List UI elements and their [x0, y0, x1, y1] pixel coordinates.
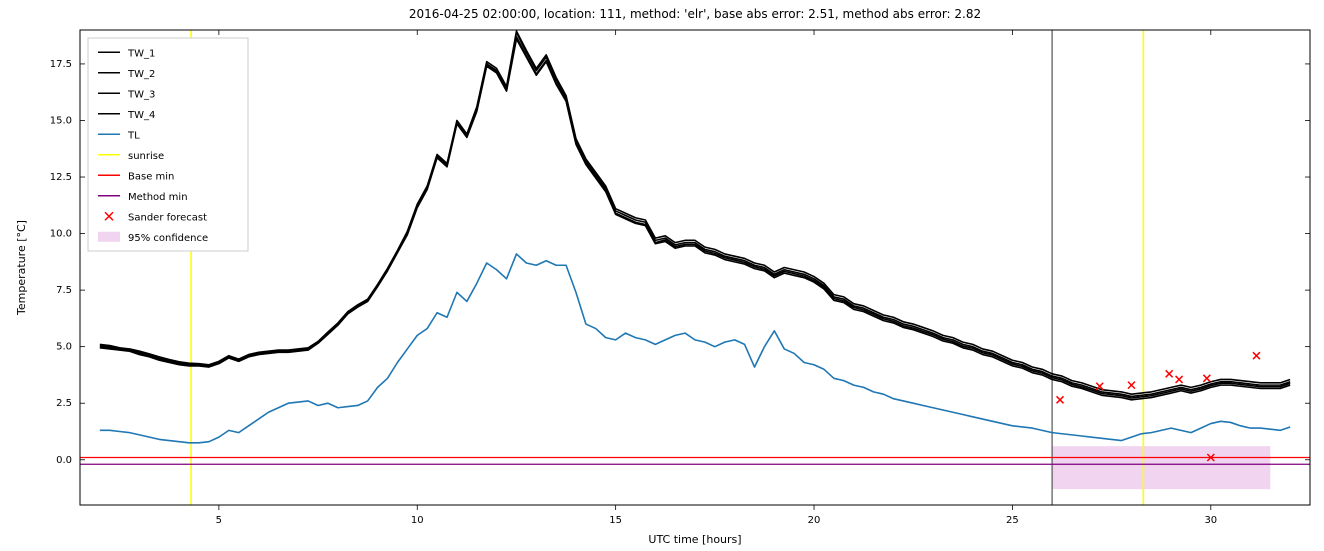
chart-svg: 5 10 15 20 25 30 0.0 2.5 5.0 7.5 10.0 12.5 15.0 17.5 U… — [0, 0, 1324, 547]
legend-label: sunrise — [128, 151, 164, 162]
legend-label: Sander forecast — [128, 212, 207, 223]
y-axis-label: Temperature [°C] — [15, 220, 28, 316]
ytick-label: 0.0 — [56, 455, 72, 466]
legend-label: TW_4 — [127, 110, 155, 121]
legend-label: 95% confidence — [128, 233, 208, 244]
chart-container: 5 10 15 20 25 30 0.0 2.5 5.0 7.5 10.0 12.5 15.0 17.5 U… — [0, 0, 1324, 547]
chart-title: 2016-04-25 02:00:00, location: 111, meth… — [409, 7, 981, 21]
xtick-label: 10 — [411, 515, 424, 526]
ytick-label: 2.5 — [56, 398, 72, 409]
ytick-label: 7.5 — [56, 285, 72, 296]
legend-label: Base min — [128, 171, 174, 182]
xtick-label: 25 — [1006, 515, 1019, 526]
xtick-label: 20 — [808, 515, 821, 526]
ytick-label: 15.0 — [50, 115, 72, 126]
legend-label: TW_2 — [127, 69, 155, 80]
xtick-label: 5 — [216, 515, 222, 526]
legend-label: TW_1 — [127, 48, 155, 59]
ytick-label: 10.0 — [50, 229, 72, 240]
legend-label: TL — [127, 130, 140, 141]
confidence-band — [1052, 446, 1270, 489]
legend-label: Method min — [128, 192, 188, 203]
legend: TW_1 TW_2 TW_3 TW_4 TL sunrise Base min Method … — [88, 38, 248, 251]
ytick-label: 17.5 — [50, 59, 72, 70]
ytick-label: 12.5 — [50, 172, 72, 183]
xtick-label: 15 — [609, 515, 622, 526]
xtick-label: 30 — [1204, 515, 1217, 526]
x-axis-label: UTC time [hours] — [648, 533, 741, 546]
legend-label: TW_3 — [127, 89, 155, 100]
ytick-label: 5.0 — [56, 342, 72, 353]
